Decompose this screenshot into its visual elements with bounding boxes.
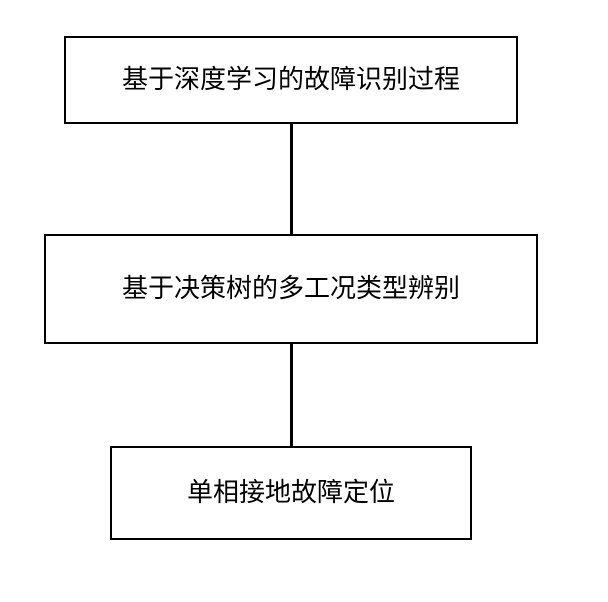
flowchart-edge-2 (290, 344, 293, 446)
node-label-1: 基于深度学习的故障识别过程 (118, 59, 464, 101)
flowchart-node-3: 单相接地故障定位 (110, 446, 472, 540)
node-label-3: 单相接地故障定位 (183, 472, 399, 514)
flowchart-edge-1 (290, 124, 293, 234)
flowchart-node-2: 基于决策树的多工况类型辨别 (44, 234, 538, 344)
flowchart-container: 基于深度学习的故障识别过程 基于决策树的多工况类型辨别 单相接地故障定位 (0, 0, 608, 602)
node-label-2: 基于决策树的多工况类型辨别 (118, 268, 464, 310)
flowchart-node-1: 基于深度学习的故障识别过程 (64, 36, 518, 124)
